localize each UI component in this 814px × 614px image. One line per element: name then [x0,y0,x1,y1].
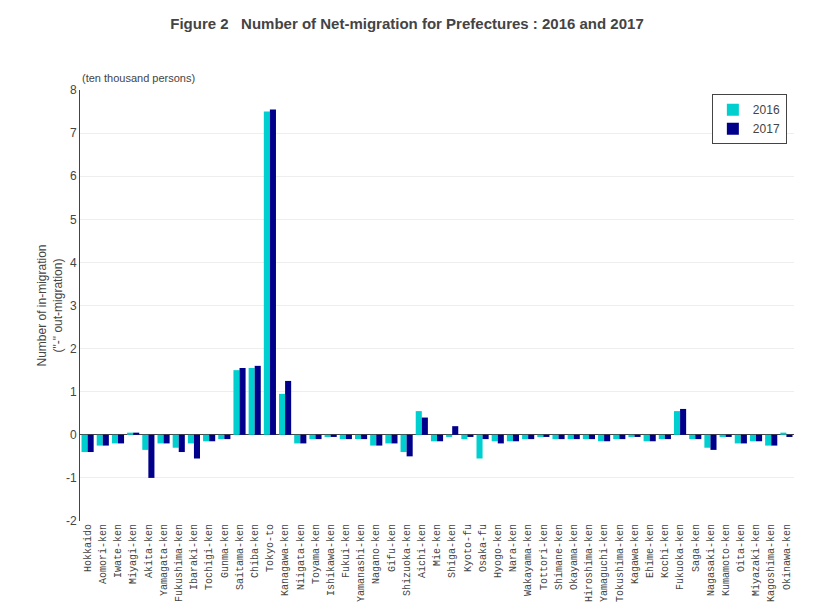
svg-text:8: 8 [70,83,77,97]
svg-text:Ibaraki-ken: Ibaraki-ken [189,524,200,590]
svg-text:Kanagawa-ken: Kanagawa-ken [280,524,291,596]
svg-text:Mie-ken: Mie-ken [432,524,443,566]
svg-text:Miyagi-ken: Miyagi-ken [128,524,139,584]
svg-text:Toyama-ken: Toyama-ken [311,524,322,584]
svg-text:Wakayama-ken: Wakayama-ken [523,524,534,596]
svg-text:Tokushima-ken: Tokushima-ken [615,524,626,602]
svg-text:Saitama-ken: Saitama-ken [235,524,246,590]
svg-text:(ten thousand persons): (ten thousand persons) [82,72,195,84]
svg-text:2016: 2016 [753,103,780,117]
svg-text:Fukushima-ken: Fukushima-ken [174,524,185,602]
svg-text:Chiba-ken: Chiba-ken [250,524,261,578]
svg-text:Kyoto-fu: Kyoto-fu [463,524,474,572]
svg-text:1: 1 [70,385,77,399]
svg-text:Nagasaki-ken: Nagasaki-ken [706,524,717,596]
svg-text:6: 6 [70,169,77,183]
svg-text:Gunma-ken: Gunma-ken [220,524,231,578]
svg-text:Nara-ken: Nara-ken [508,524,519,572]
svg-text:Tottori-ken: Tottori-ken [539,524,550,590]
svg-text:3: 3 [70,299,77,313]
svg-text:Okinawa-ken: Okinawa-ken [782,524,793,590]
svg-text:2017: 2017 [753,122,780,136]
svg-text:Tochigi-ken: Tochigi-ken [204,524,215,590]
svg-text:Nagano-ken: Nagano-ken [371,524,382,584]
svg-text:Miyazaki-ken: Miyazaki-ken [751,524,762,596]
svg-text:Fukui-ken: Fukui-ken [341,524,352,578]
svg-text:Hiroshima-ken: Hiroshima-ken [584,524,595,602]
svg-text:Yamaguchi-ken: Yamaguchi-ken [599,524,610,602]
svg-text:Kagawa-ken: Kagawa-ken [630,524,641,584]
svg-text:Yamanashi-ken: Yamanashi-ken [356,524,367,602]
svg-text:Osaka-fu: Osaka-fu [478,524,489,572]
svg-text:Kumamoto-ken: Kumamoto-ken [721,524,732,596]
svg-text:Gifu-ken: Gifu-ken [387,524,398,572]
svg-text:Shiga-ken: Shiga-ken [447,524,458,578]
svg-text:Saga-ken: Saga-ken [691,524,702,572]
svg-text:Oita-ken: Oita-ken [736,524,747,572]
svg-text:Number of in-migration("-" out: Number of in-migration("-" out-migration… [35,244,65,366]
svg-text:Ehime-ken: Ehime-ken [645,524,656,578]
svg-text:Kagoshima-ken: Kagoshima-ken [766,524,777,602]
svg-text:5: 5 [70,213,77,227]
svg-text:Hokkaido: Hokkaido [83,524,94,572]
svg-text:Akita-ken: Akita-ken [144,524,155,578]
svg-text:4: 4 [70,256,77,270]
svg-text:Tokyo-to: Tokyo-to [265,524,276,572]
svg-text:Figure 2 Number of Net-migra: Figure 2 Number of Net-migration for Pre… [170,15,643,32]
svg-text:7: 7 [70,126,77,140]
svg-text:0: 0 [70,428,77,442]
svg-text:Iwate-ken: Iwate-ken [113,524,124,578]
svg-text:2: 2 [70,342,77,356]
svg-text:Aichi-ken: Aichi-ken [417,524,428,578]
svg-text:-2: -2 [66,514,77,528]
svg-text:Shimane-ken: Shimane-ken [554,524,565,590]
svg-text:Okayama-ken: Okayama-ken [569,524,580,590]
svg-text:Niigata-ken: Niigata-ken [296,524,307,590]
svg-text:Ishikawa-ken: Ishikawa-ken [326,524,337,596]
svg-text:Kochi-ken: Kochi-ken [660,524,671,578]
svg-text:Shizuoka-ken: Shizuoka-ken [402,524,413,596]
svg-text:Fukuoka-ken: Fukuoka-ken [675,524,686,590]
svg-text:-1: -1 [66,471,77,485]
svg-text:Yamagata-ken: Yamagata-ken [159,524,170,596]
svg-text:Aomori-ken: Aomori-ken [98,524,109,584]
svg-text:Hyogo-ken: Hyogo-ken [493,524,504,578]
